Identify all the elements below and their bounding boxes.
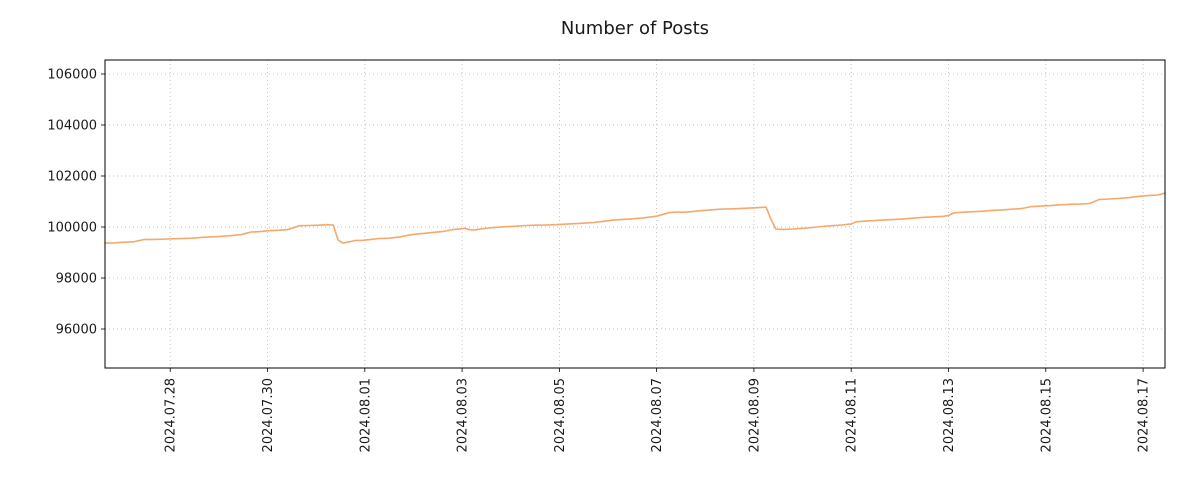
y-tick-label: 106000 [47, 68, 97, 83]
x-tick-label: 2024.08.15 [1039, 378, 1054, 452]
plot-frame [104, 59, 1166, 369]
x-tick-label: 2024.07.28 [164, 378, 179, 452]
gridlines [105, 60, 1165, 368]
y-tick-label: 102000 [47, 170, 97, 185]
x-tick-label: 2024.08.01 [358, 378, 373, 452]
y-tick-label: 100000 [47, 221, 97, 236]
y-tick-label: 98000 [56, 272, 97, 287]
y-tick-label: 96000 [56, 323, 97, 338]
x-tick-label: 2024.08.17 [1137, 378, 1152, 452]
x-tick-label: 2024.08.07 [650, 378, 665, 452]
y-tick-label: 104000 [47, 119, 97, 134]
x-tick-label: 2024.08.05 [553, 378, 568, 452]
series-line [104, 192, 1166, 244]
chart-title: Number of Posts [560, 18, 710, 39]
x-tick-label: 2024.08.13 [942, 378, 957, 452]
x-tick-label: 2024.08.11 [845, 378, 860, 452]
x-tick-label: 2024.08.03 [456, 378, 471, 452]
x-tick-label: 2024.08.09 [747, 378, 762, 452]
x-tick-label: 2024.07.30 [261, 378, 276, 452]
axes: 96000 98000 100000 102000 104000 106000 2024.0… [47, 68, 1151, 453]
